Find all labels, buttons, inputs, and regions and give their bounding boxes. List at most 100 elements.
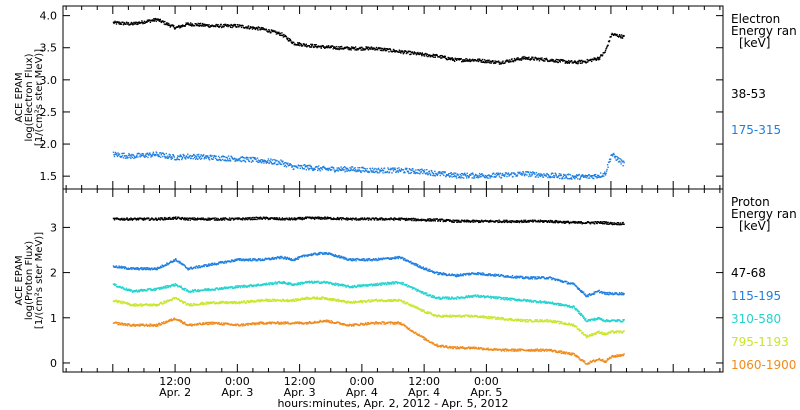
data-point bbox=[140, 21, 143, 24]
data-point bbox=[213, 288, 216, 290]
proton-ylabel: ACE EPAMlog(Proton Flux)[1/(cm²s ster Me… bbox=[14, 232, 45, 329]
data-point bbox=[608, 40, 611, 42]
data-point bbox=[302, 44, 304, 47]
data-point bbox=[445, 175, 447, 177]
data-point bbox=[379, 218, 382, 221]
data-point bbox=[154, 154, 156, 157]
data-point bbox=[192, 155, 194, 157]
data-point bbox=[334, 255, 336, 258]
data-point bbox=[172, 24, 174, 26]
data-point bbox=[453, 175, 455, 178]
data-point bbox=[316, 281, 318, 284]
data-point bbox=[277, 163, 279, 165]
data-point bbox=[393, 281, 395, 283]
data-point bbox=[474, 220, 477, 223]
data-point bbox=[220, 23, 222, 26]
data-point bbox=[394, 258, 397, 260]
data-point bbox=[189, 154, 191, 157]
data-point bbox=[550, 277, 553, 279]
data-point bbox=[139, 289, 142, 291]
data-point bbox=[310, 216, 312, 219]
data-point bbox=[242, 159, 244, 162]
data-point bbox=[305, 281, 307, 283]
data-point bbox=[189, 24, 191, 27]
data-point bbox=[257, 258, 260, 260]
data-point bbox=[593, 293, 595, 295]
data-point bbox=[117, 266, 120, 269]
data-point bbox=[565, 175, 567, 177]
ytick-label: 1.5 bbox=[40, 170, 58, 183]
data-point bbox=[528, 221, 530, 223]
data-point bbox=[393, 50, 395, 52]
data-point bbox=[227, 155, 230, 157]
data-point bbox=[525, 171, 528, 173]
data-point bbox=[498, 63, 501, 65]
data-point bbox=[594, 223, 596, 225]
data-point bbox=[218, 157, 221, 159]
data-point bbox=[463, 221, 465, 223]
data-point bbox=[481, 61, 483, 63]
data-point bbox=[321, 45, 323, 48]
data-point bbox=[529, 278, 532, 280]
data-point bbox=[233, 24, 235, 26]
data-point bbox=[458, 219, 460, 222]
data-point bbox=[488, 175, 491, 177]
data-point bbox=[388, 257, 390, 259]
data-point bbox=[289, 39, 291, 42]
data-point bbox=[537, 276, 539, 278]
data-point bbox=[114, 266, 117, 268]
data-point bbox=[317, 252, 319, 255]
data-point bbox=[468, 176, 470, 178]
data-point bbox=[332, 253, 334, 256]
data-point bbox=[324, 167, 326, 169]
data-point bbox=[289, 163, 291, 165]
ylabel-line: log(Proton Flux) bbox=[24, 241, 35, 320]
data-point bbox=[555, 58, 557, 61]
data-point bbox=[113, 283, 116, 285]
data-point bbox=[360, 49, 362, 51]
data-point bbox=[567, 61, 569, 63]
data-point bbox=[141, 268, 144, 271]
data-point bbox=[488, 59, 490, 61]
data-point bbox=[482, 274, 484, 276]
data-point bbox=[555, 221, 557, 223]
data-point bbox=[423, 268, 425, 271]
data-point bbox=[464, 273, 466, 275]
data-point bbox=[251, 260, 253, 262]
data-point bbox=[284, 219, 286, 221]
data-point bbox=[155, 18, 157, 21]
data-point bbox=[206, 264, 208, 267]
data-point bbox=[178, 216, 180, 219]
data-point bbox=[174, 285, 176, 287]
data-point bbox=[579, 60, 581, 63]
data-point bbox=[238, 259, 241, 261]
data-point bbox=[480, 176, 482, 178]
data-point bbox=[254, 157, 256, 159]
data-point bbox=[463, 59, 465, 61]
data-point bbox=[202, 25, 204, 27]
data-point bbox=[194, 266, 196, 268]
data-point bbox=[224, 260, 227, 262]
data-point bbox=[380, 284, 382, 286]
data-point bbox=[361, 170, 363, 172]
data-point bbox=[307, 167, 309, 169]
data-point bbox=[190, 157, 192, 159]
data-point bbox=[421, 291, 423, 293]
data-point bbox=[501, 62, 504, 64]
data-point bbox=[178, 159, 180, 161]
data-point bbox=[479, 59, 482, 62]
data-point bbox=[353, 259, 356, 261]
data-point bbox=[166, 156, 168, 159]
data-point bbox=[359, 286, 362, 288]
data-point bbox=[492, 172, 495, 174]
data-point bbox=[444, 171, 446, 173]
data-point bbox=[576, 175, 578, 177]
data-point bbox=[130, 155, 133, 157]
data-point bbox=[128, 152, 130, 155]
data-point bbox=[462, 273, 464, 276]
data-point bbox=[473, 219, 476, 222]
data-point bbox=[433, 174, 435, 177]
data-point bbox=[611, 292, 614, 294]
data-point bbox=[387, 282, 389, 285]
data-point bbox=[389, 169, 392, 171]
